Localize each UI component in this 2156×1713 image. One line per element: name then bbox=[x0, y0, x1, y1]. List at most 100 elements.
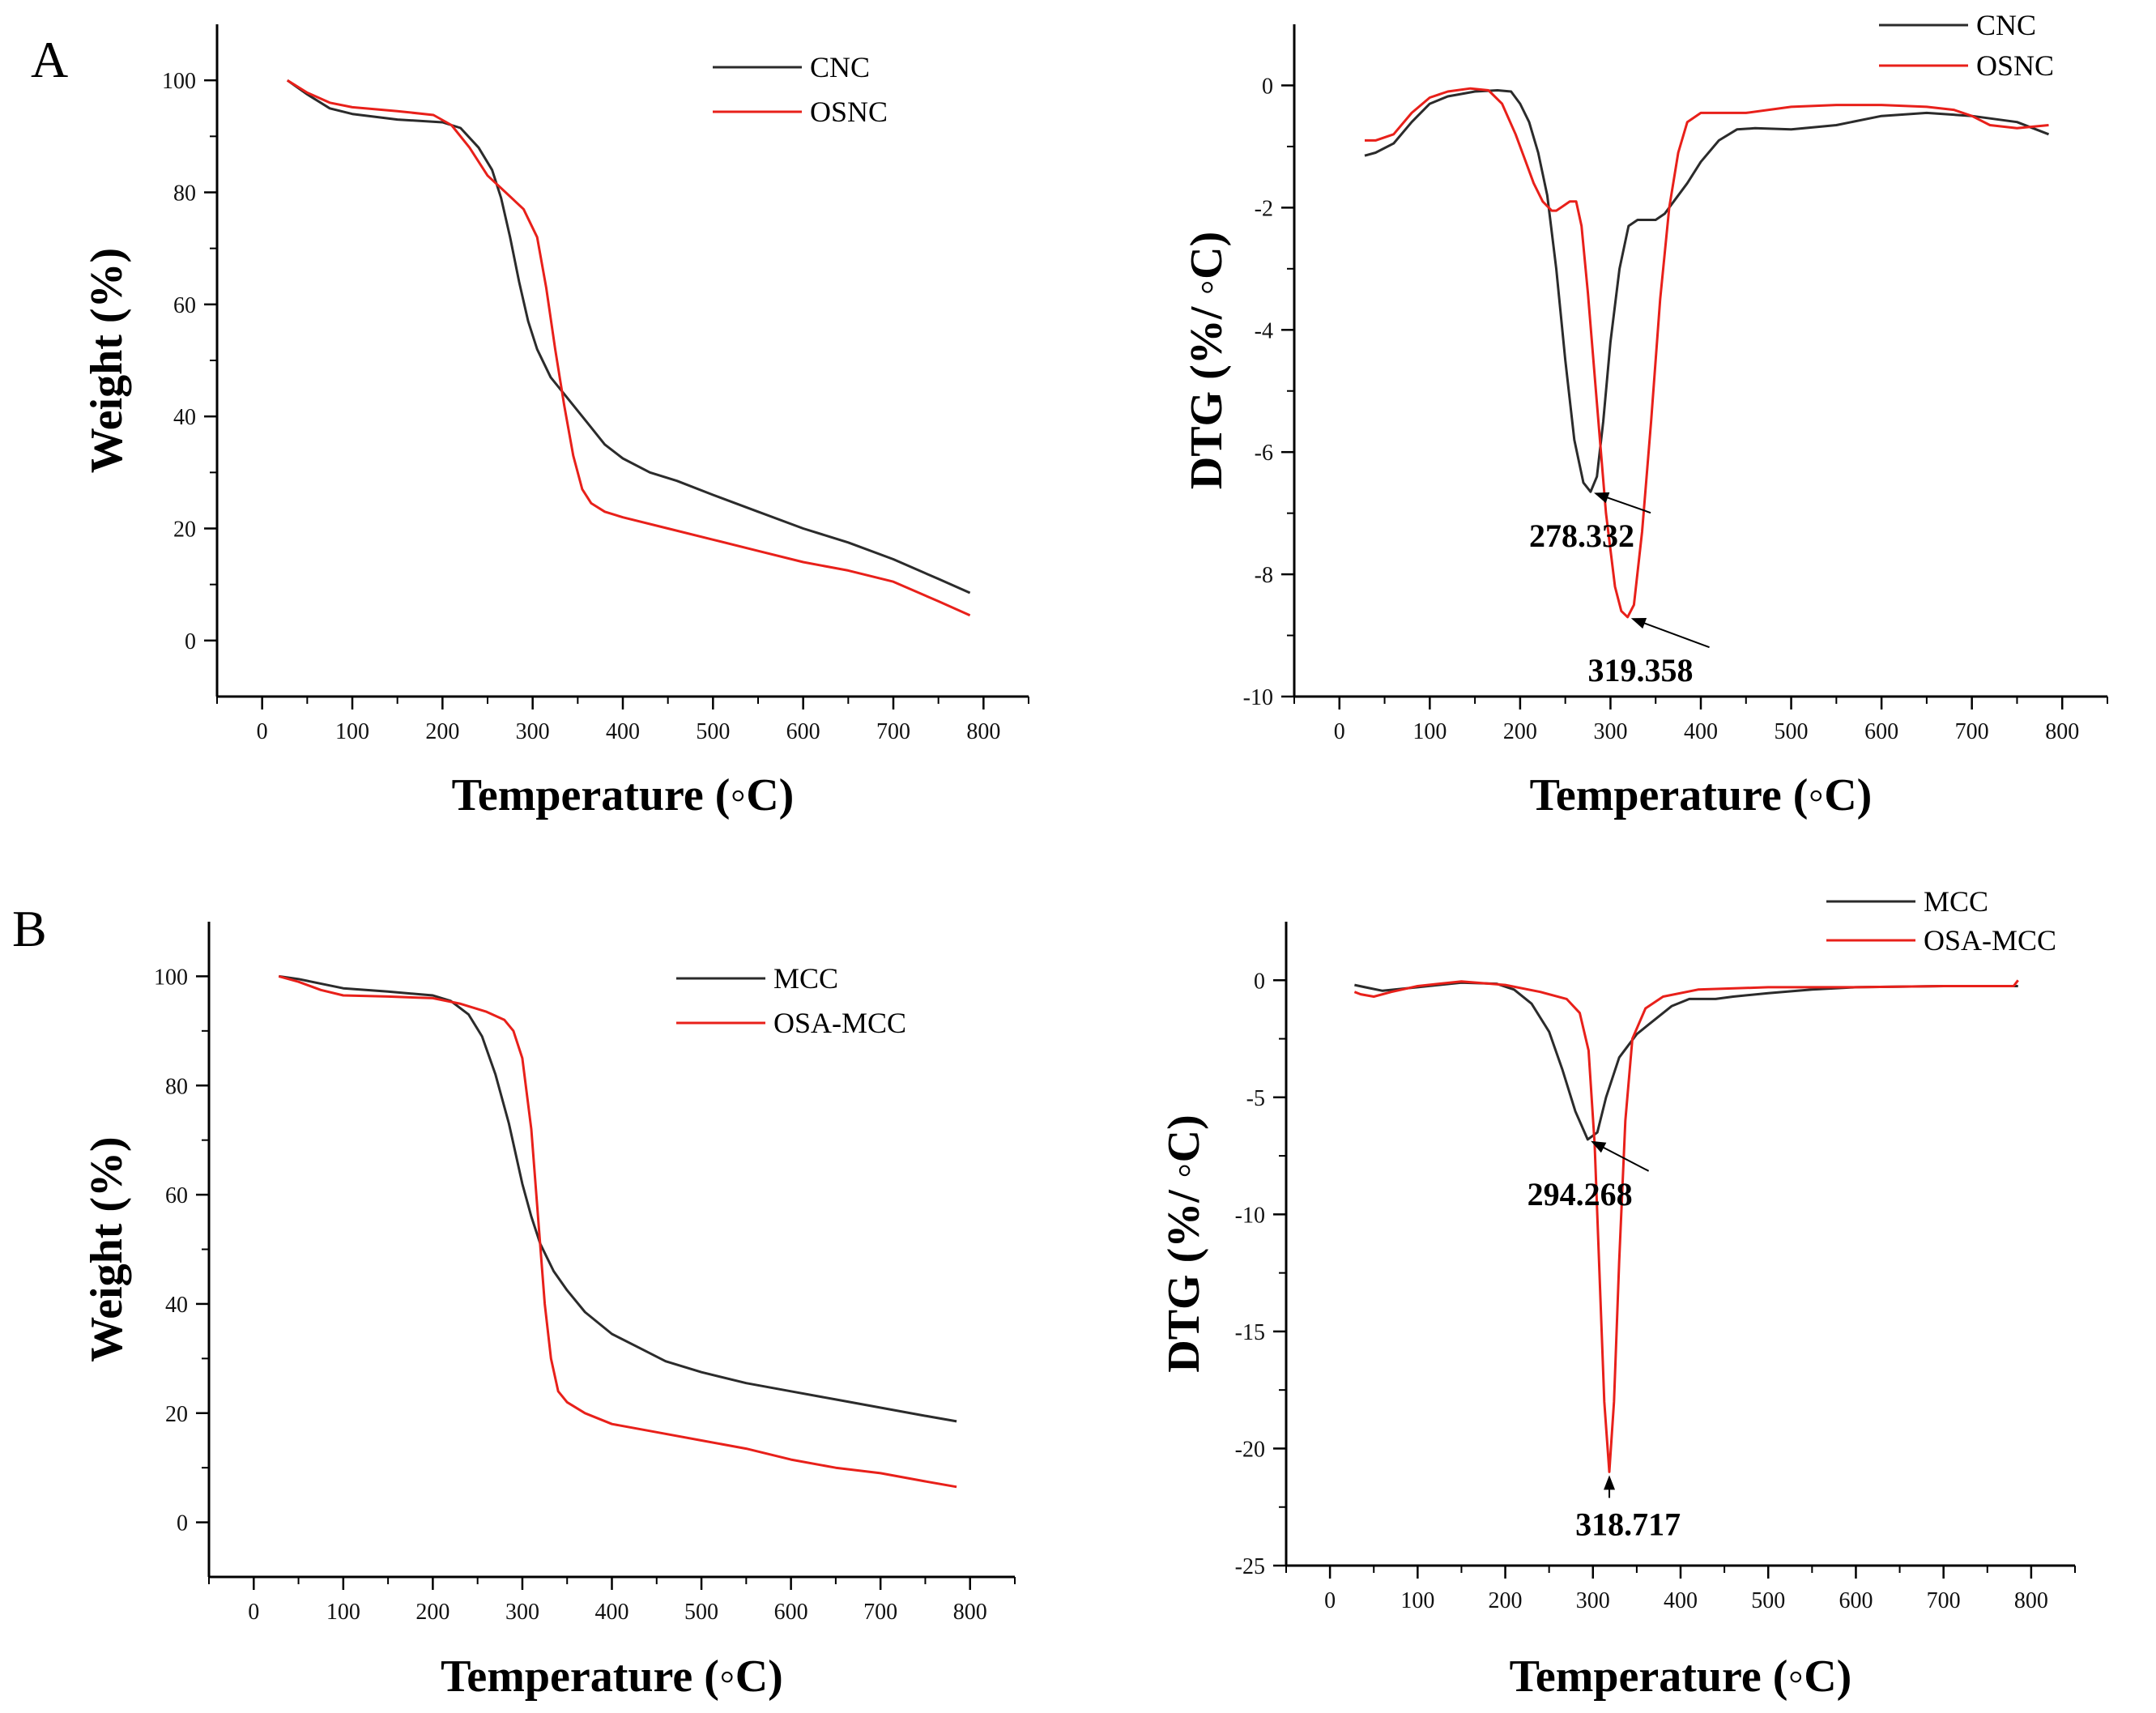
dtg-a-y-tick-label: -6 bbox=[1255, 441, 1273, 466]
tga-b-x-tick-label: 600 bbox=[774, 1600, 808, 1625]
dtg-b-x-tick-label: 100 bbox=[1400, 1588, 1434, 1613]
dtg-a-y-axis-title: DTG (%/ ◦C) bbox=[1182, 232, 1232, 490]
tga-b-chart: 0 100 200 300 400 500 600 700 800 0 20 40 60 80 100 Tem… bbox=[82, 922, 1016, 1702]
dtg-a-y-tick-label: -8 bbox=[1255, 563, 1273, 588]
dtg-b-y-tick-label: 0 bbox=[1254, 969, 1265, 994]
dtg-b-y-tick-label: -20 bbox=[1235, 1437, 1265, 1462]
dtg-a-legend-label: CNC bbox=[1976, 9, 2036, 41]
tga-a-x-tick-label: 400 bbox=[606, 719, 640, 744]
dtg-b-x-tick-label: 500 bbox=[1751, 1588, 1785, 1613]
tga-a-x-tick-label: 0 bbox=[257, 719, 268, 744]
tga-b-series-mcc bbox=[278, 974, 957, 1423]
tga-b-x-tick-label: 400 bbox=[595, 1600, 629, 1625]
dtg-b-series-osa-mcc bbox=[1353, 979, 2019, 1473]
charts-container: 0 100 200 300 400 500 600 700 800020406080100Tem… bbox=[82, 9, 2108, 1702]
tga-b-x-tick-label: 300 bbox=[505, 1600, 539, 1625]
dtg-a-x-tick-label: 400 bbox=[1684, 719, 1718, 744]
dtg-b-x-tick-label: 200 bbox=[1489, 1588, 1523, 1613]
tga-b-y-tick-label: 100 bbox=[154, 965, 188, 990]
tga-b-legend-label: MCC bbox=[773, 962, 838, 995]
tga-b-y-tick-label: 20 bbox=[165, 1402, 188, 1427]
tga-b-x-tick-label: 800 bbox=[953, 1600, 987, 1625]
tga-b-legend-label: OSA-MCC bbox=[773, 1007, 906, 1039]
tga-b-y-tick-label: 80 bbox=[165, 1074, 188, 1099]
tga-a-x-tick-label: 200 bbox=[425, 719, 459, 744]
tga-b-y-tick-label: 60 bbox=[165, 1183, 188, 1208]
dtg-a-y-tick-label: -2 bbox=[1255, 196, 1273, 221]
tga-a-legend-label: OSNC bbox=[810, 96, 888, 128]
tga-a-series-osnc bbox=[287, 79, 971, 617]
tga-a-x-tick-label: 700 bbox=[876, 719, 910, 744]
dtg-a-x-tick-label: 0 bbox=[1334, 719, 1345, 744]
dtg-a-y-tick-label: 0 bbox=[1262, 74, 1273, 99]
dtg-a-y-tick-label: -10 bbox=[1243, 685, 1273, 710]
dtg-b-legend-label: MCC bbox=[1924, 885, 1988, 918]
dtg-b-x-tick-label: 300 bbox=[1576, 1588, 1610, 1613]
tga-b-x-tick-label: 500 bbox=[684, 1600, 718, 1625]
tga-a-y-tick-label: 60 bbox=[173, 293, 196, 318]
dtg-b-peak-arrow-head bbox=[1604, 1475, 1616, 1490]
dtg-b-peak-label: 294.268 bbox=[1528, 1176, 1633, 1212]
tga-a-chart: 0 100 200 300 400 500 600 700 800 0 20 40 60 80 100 Tem… bbox=[82, 24, 1029, 820]
dtg-a-y-tick-label: -4 bbox=[1255, 318, 1273, 343]
tga-a-x-tick-label: 600 bbox=[786, 719, 820, 744]
dtg-b-chart: 0 100 200 300 400 500 600 700 800 -25 -20 -15 -10 -5 0… bbox=[1159, 885, 2076, 1702]
dtg-a-peak-label: 319.358 bbox=[1588, 652, 1694, 688]
dtg-b-peak-label: 318.717 bbox=[1575, 1506, 1681, 1542]
dtg-b-peak-arrow-shaft bbox=[1600, 1145, 1650, 1172]
tga-a-y-tick-label: 20 bbox=[173, 518, 196, 543]
dtg-a-x-tick-label: 300 bbox=[1593, 719, 1627, 744]
dtg-b-y-tick-label: -5 bbox=[1246, 1086, 1265, 1111]
tga-a-series-cnc bbox=[286, 79, 971, 594]
dtg-a-peak-arrow-shaft bbox=[1604, 496, 1651, 514]
tga-b-series-osa-mcc bbox=[278, 974, 957, 1489]
tga-a-legend-label: CNC bbox=[810, 51, 870, 83]
dtg-b-x-tick-label: 600 bbox=[1839, 1588, 1873, 1613]
dtg-a-x-tick-label: 800 bbox=[2045, 719, 2079, 744]
tga-b-x-tick-label: 200 bbox=[415, 1600, 450, 1625]
tga-b-y-tick-label: 40 bbox=[165, 1293, 188, 1318]
panel-label-a: A bbox=[31, 31, 68, 88]
tga-b-x-tick-label: 100 bbox=[326, 1600, 360, 1625]
dtg-b-peak-arrow-head bbox=[1591, 1140, 1607, 1153]
dtg-a-series-cnc bbox=[1364, 89, 2050, 493]
dtg-a-peak-arrow-shaft bbox=[1641, 621, 1710, 649]
dtg-a-legend-label: OSNC bbox=[1976, 49, 2054, 82]
dtg-b-x-tick-label: 400 bbox=[1664, 1588, 1698, 1613]
tga-b-y-axis-title: Weight (%) bbox=[82, 1136, 132, 1361]
dtg-a-series-osnc bbox=[1365, 87, 2049, 619]
tga-a-y-tick-label: 40 bbox=[173, 405, 196, 430]
dtg-b-legend-label: OSA-MCC bbox=[1924, 924, 2056, 957]
dtg-a-x-tick-label: 100 bbox=[1412, 719, 1447, 744]
dtg-b-x-tick-label: 700 bbox=[1927, 1588, 1961, 1613]
tga-b-x-axis-title: Temperature (◦C) bbox=[441, 1651, 783, 1702]
dtg-a-x-axis-title: Temperature (◦C) bbox=[1530, 770, 1873, 820]
tga-a-x-axis-title: Temperature (◦C) bbox=[452, 770, 795, 820]
dtg-b-series-mcc bbox=[1354, 981, 2018, 1141]
tga-a-x-tick-label: 300 bbox=[516, 719, 550, 744]
dtg-b-x-axis-title: Temperature (◦C) bbox=[1510, 1651, 1852, 1702]
dtg-a-x-tick-label: 500 bbox=[1775, 719, 1809, 744]
dtg-b-y-axis-title: DTG (%/ ◦C) bbox=[1159, 1114, 1209, 1373]
dtg-a-x-tick-label: 200 bbox=[1503, 719, 1537, 744]
dtg-b-y-tick-label: -25 bbox=[1235, 1554, 1265, 1579]
dtg-b-x-tick-label: 0 bbox=[1324, 1588, 1336, 1613]
tga-a-y-axis-title: Weight (%) bbox=[82, 248, 132, 473]
tga-b-x-tick-label: 0 bbox=[248, 1600, 259, 1625]
dtg-a-peak-label: 278.332 bbox=[1529, 518, 1634, 554]
tga-a-x-tick-label: 800 bbox=[966, 719, 1000, 744]
dtg-b-x-tick-label: 800 bbox=[2014, 1588, 2048, 1613]
tga-a-y-tick-label: 100 bbox=[162, 69, 196, 94]
tga-a-y-tick-label: 80 bbox=[173, 181, 196, 207]
tga-a-x-tick-label: 100 bbox=[335, 719, 369, 744]
dtg-b-y-tick-label: -15 bbox=[1235, 1320, 1265, 1345]
dtg-a-peak-arrow-head bbox=[1630, 617, 1647, 629]
dtg-a-chart: 0 100 200 300 400 500 600 700 800 -10 -8 -6 -4 -2 0 Tem… bbox=[1182, 9, 2108, 820]
dtg-a-x-tick-label: 700 bbox=[1955, 719, 1989, 744]
tga-b-x-tick-label: 700 bbox=[863, 1600, 897, 1625]
dtg-b-y-tick-label: -10 bbox=[1235, 1203, 1265, 1228]
tga-a-y-tick-label: 0 bbox=[185, 629, 196, 654]
dtg-a-peak-arrow-head bbox=[1594, 492, 1610, 504]
tga-a-x-tick-label: 500 bbox=[696, 719, 730, 744]
